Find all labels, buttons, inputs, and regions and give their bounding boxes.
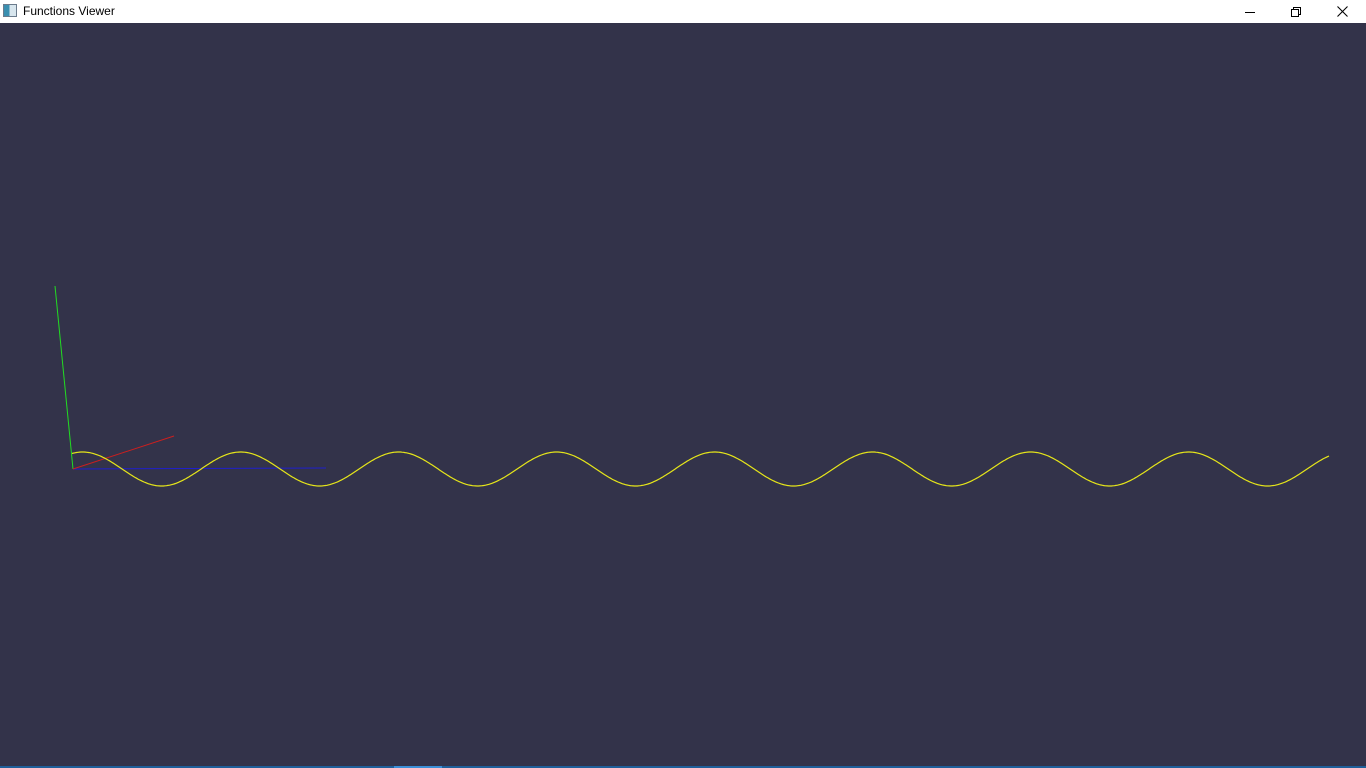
app-window-icon[interactable]: [3, 4, 17, 17]
3d-viewport[interactable]: [0, 23, 1366, 766]
close-button[interactable]: [1319, 0, 1365, 23]
window-title: Functions Viewer: [23, 4, 115, 18]
minimize-icon: [1245, 11, 1255, 13]
taskbar-edge: [0, 766, 1366, 768]
scene-canvas[interactable]: [0, 23, 1366, 766]
restore-button[interactable]: [1273, 0, 1319, 23]
z-axis-line: [72, 467, 327, 470]
taskbar-active-indicator: [394, 766, 442, 768]
restore-icon: [1291, 6, 1301, 17]
title-bar[interactable]: Functions Viewer: [0, 0, 1366, 23]
y-axis-line: [54, 285, 74, 470]
x-axis-line: [72, 435, 175, 470]
function-curve: [71, 451, 1330, 487]
close-icon: [1336, 6, 1348, 17]
minimize-button[interactable]: [1227, 0, 1273, 23]
